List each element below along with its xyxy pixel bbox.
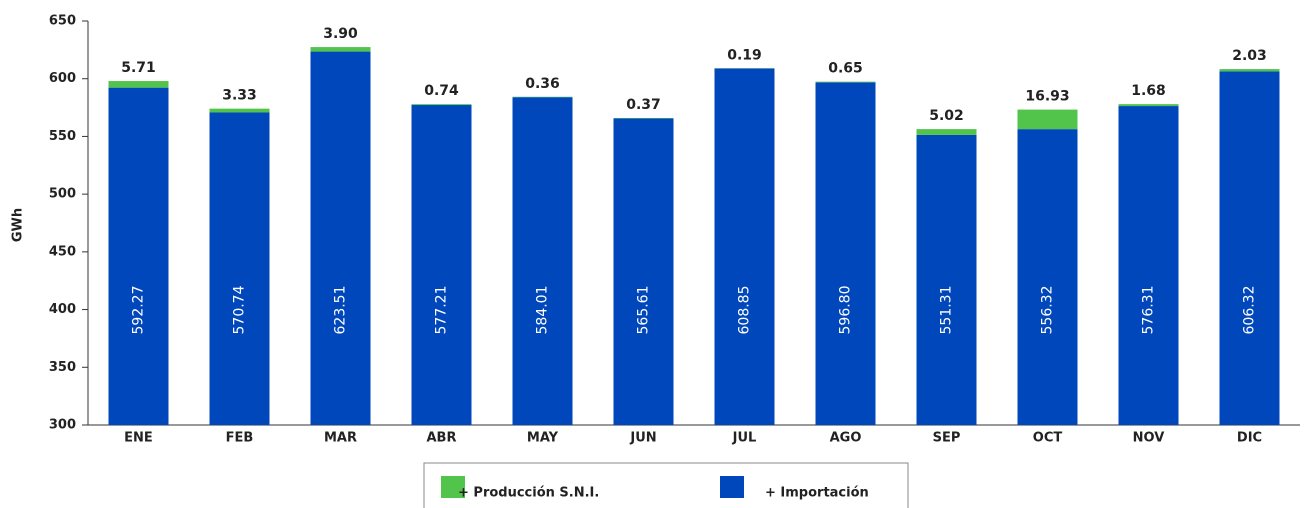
- bar-value-label: 570.74: [232, 285, 248, 334]
- bar-segment: [1219, 71, 1280, 426]
- y-tick-label: 600: [49, 71, 76, 86]
- bar-segment: [1017, 109, 1078, 130]
- legend-label: + Importación: [765, 486, 869, 501]
- bar-segment: [1118, 106, 1179, 425]
- legend-box: [423, 462, 909, 508]
- x-tick-label: AGO: [830, 431, 862, 446]
- legend-label: + Producción S.N.I.: [458, 486, 599, 501]
- bar-value-label: 551.31: [939, 286, 955, 335]
- x-tick-label: DIC: [1237, 431, 1262, 446]
- bar-segment: [411, 104, 472, 106]
- bar-value-label: 606.32: [1242, 286, 1258, 335]
- y-tick-label: 450: [49, 244, 76, 259]
- bar-value-label: 0.74: [424, 83, 459, 99]
- bar-value-label: 0.36: [525, 76, 560, 92]
- y-tick-label: 500: [49, 187, 76, 202]
- bar-segment: [916, 129, 977, 135]
- bar-segment: [512, 97, 573, 425]
- x-tick-label: JUN: [629, 431, 656, 446]
- bar-value-label: 565.61: [636, 286, 652, 335]
- bar-value-label: 3.33: [222, 88, 257, 104]
- bar-segment: [714, 68, 775, 426]
- x-tick-label: NOV: [1133, 431, 1165, 446]
- y-tick-label: 550: [49, 129, 76, 144]
- bar-value-label: 0.65: [828, 61, 863, 77]
- bar-segment: [815, 82, 876, 426]
- y-tick-label: 300: [49, 418, 76, 433]
- bar-value-label: 0.19: [727, 47, 762, 63]
- bar-value-label: 1.68: [1131, 83, 1166, 99]
- bar-value-label: 577.21: [434, 286, 450, 335]
- x-tick-label: OCT: [1033, 431, 1063, 446]
- bar-value-label: 608.85: [737, 286, 753, 335]
- bar-value-label: 596.80: [838, 286, 854, 335]
- bar-segment: [209, 112, 270, 426]
- bar-value-label: 623.51: [333, 286, 349, 335]
- y-tick-label: 650: [49, 14, 76, 29]
- x-tick-label: MAY: [527, 431, 559, 446]
- legend-swatch: [720, 476, 744, 498]
- y-tick-label: 400: [49, 302, 76, 317]
- bar-value-label: 592.27: [131, 286, 147, 335]
- x-tick-label: ABR: [427, 431, 457, 446]
- bar-segment: [108, 87, 169, 426]
- bar-segment: [310, 47, 371, 52]
- bar-segment: [916, 134, 977, 426]
- x-tick-label: JUL: [732, 431, 757, 446]
- x-tick-label: MAR: [324, 431, 357, 446]
- bar-segment: [815, 81, 876, 83]
- bar-segment: [209, 108, 270, 113]
- y-tick-label: 350: [49, 360, 76, 375]
- bar-value-label: 556.32: [1040, 286, 1056, 335]
- y-axis-label: GWh: [11, 208, 26, 242]
- bar-value-label: 576.31: [1141, 286, 1157, 335]
- legend-swatch: [441, 476, 465, 498]
- bar-value-label: 5.71: [121, 60, 156, 76]
- bar-segment: [310, 51, 371, 426]
- bar-value-label: 584.01: [535, 286, 551, 335]
- bar-value-label: 2.03: [1232, 48, 1267, 64]
- bar-value-label: 16.93: [1025, 89, 1069, 105]
- bar-segment: [1219, 69, 1280, 72]
- bar-value-label: 3.90: [323, 26, 358, 42]
- bar-value-label: 0.37: [626, 97, 661, 113]
- bar-segment: [108, 81, 169, 88]
- x-tick-label: ENE: [124, 431, 153, 446]
- bar-segment: [411, 105, 472, 426]
- x-tick-label: FEB: [226, 431, 254, 446]
- bar-segment: [1017, 129, 1078, 425]
- x-tick-label: SEP: [933, 431, 961, 446]
- bar-segment: [1118, 104, 1179, 107]
- bar-value-label: 5.02: [929, 108, 964, 124]
- bar-segment: [613, 118, 674, 426]
